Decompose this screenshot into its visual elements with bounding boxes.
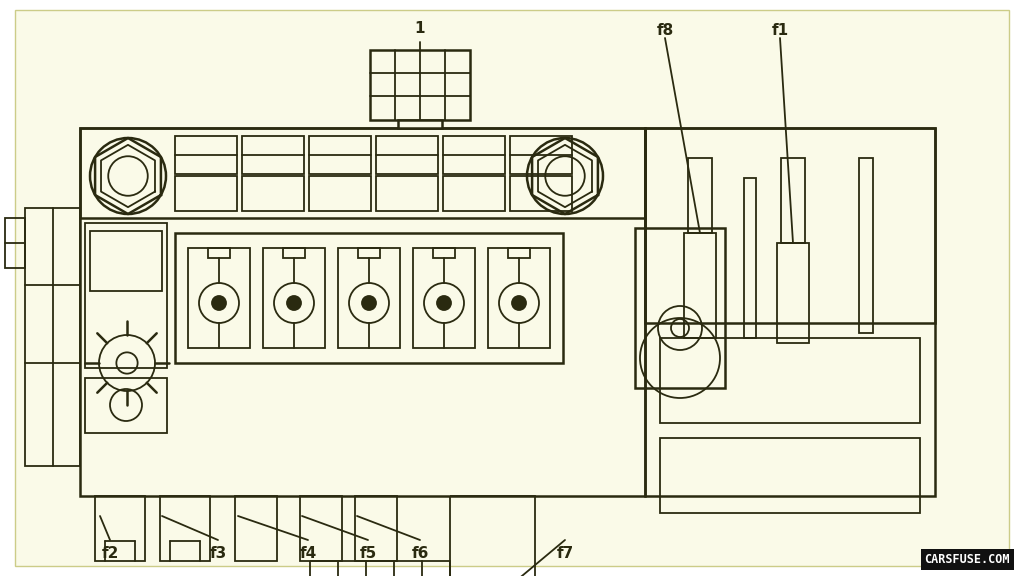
Bar: [443, 176, 505, 211]
Bar: [450, 496, 535, 576]
Bar: [175, 136, 237, 174]
Bar: [160, 496, 210, 561]
Bar: [85, 378, 167, 433]
Bar: [859, 158, 873, 333]
Bar: [80, 128, 645, 496]
Bar: [510, 176, 572, 211]
Bar: [242, 136, 304, 174]
Bar: [684, 233, 716, 338]
Text: 1: 1: [415, 21, 425, 36]
Bar: [370, 50, 470, 120]
Bar: [488, 248, 550, 348]
Circle shape: [212, 296, 226, 310]
Bar: [744, 178, 756, 338]
Bar: [310, 561, 450, 576]
Bar: [5, 218, 25, 268]
Bar: [635, 228, 725, 388]
Bar: [25, 208, 80, 466]
Text: f7: f7: [556, 546, 573, 561]
Bar: [234, 496, 278, 561]
Text: f8: f8: [656, 23, 674, 38]
Bar: [309, 136, 371, 174]
Text: f1: f1: [771, 23, 788, 38]
Bar: [358, 248, 380, 258]
Text: f4: f4: [299, 546, 316, 561]
Text: f3: f3: [209, 546, 226, 561]
Bar: [95, 496, 145, 561]
Bar: [781, 158, 805, 243]
Text: f2: f2: [101, 546, 119, 561]
Bar: [645, 128, 935, 323]
Bar: [300, 496, 342, 561]
Bar: [645, 128, 935, 496]
Bar: [284, 248, 305, 258]
Bar: [188, 248, 250, 348]
Bar: [242, 176, 304, 211]
Bar: [80, 128, 645, 218]
Bar: [309, 176, 371, 211]
Bar: [398, 120, 442, 128]
Circle shape: [287, 296, 301, 310]
Bar: [90, 231, 162, 291]
Bar: [263, 248, 325, 348]
Bar: [433, 248, 455, 258]
Text: f5: f5: [359, 546, 377, 561]
Text: CARSFUSE.COM: CARSFUSE.COM: [925, 553, 1010, 566]
Bar: [510, 136, 572, 174]
Bar: [85, 223, 167, 368]
Circle shape: [362, 296, 376, 310]
Bar: [355, 496, 397, 561]
Bar: [777, 243, 809, 343]
Bar: [660, 438, 920, 513]
Bar: [688, 158, 712, 233]
Bar: [660, 338, 920, 423]
Bar: [175, 176, 237, 211]
Bar: [443, 136, 505, 174]
Bar: [413, 248, 475, 348]
Circle shape: [512, 296, 526, 310]
Bar: [508, 248, 529, 258]
Bar: [376, 136, 438, 174]
Bar: [208, 248, 229, 258]
Bar: [338, 248, 400, 348]
Bar: [175, 233, 563, 363]
Text: f6: f6: [412, 546, 429, 561]
Bar: [376, 176, 438, 211]
Circle shape: [437, 296, 451, 310]
